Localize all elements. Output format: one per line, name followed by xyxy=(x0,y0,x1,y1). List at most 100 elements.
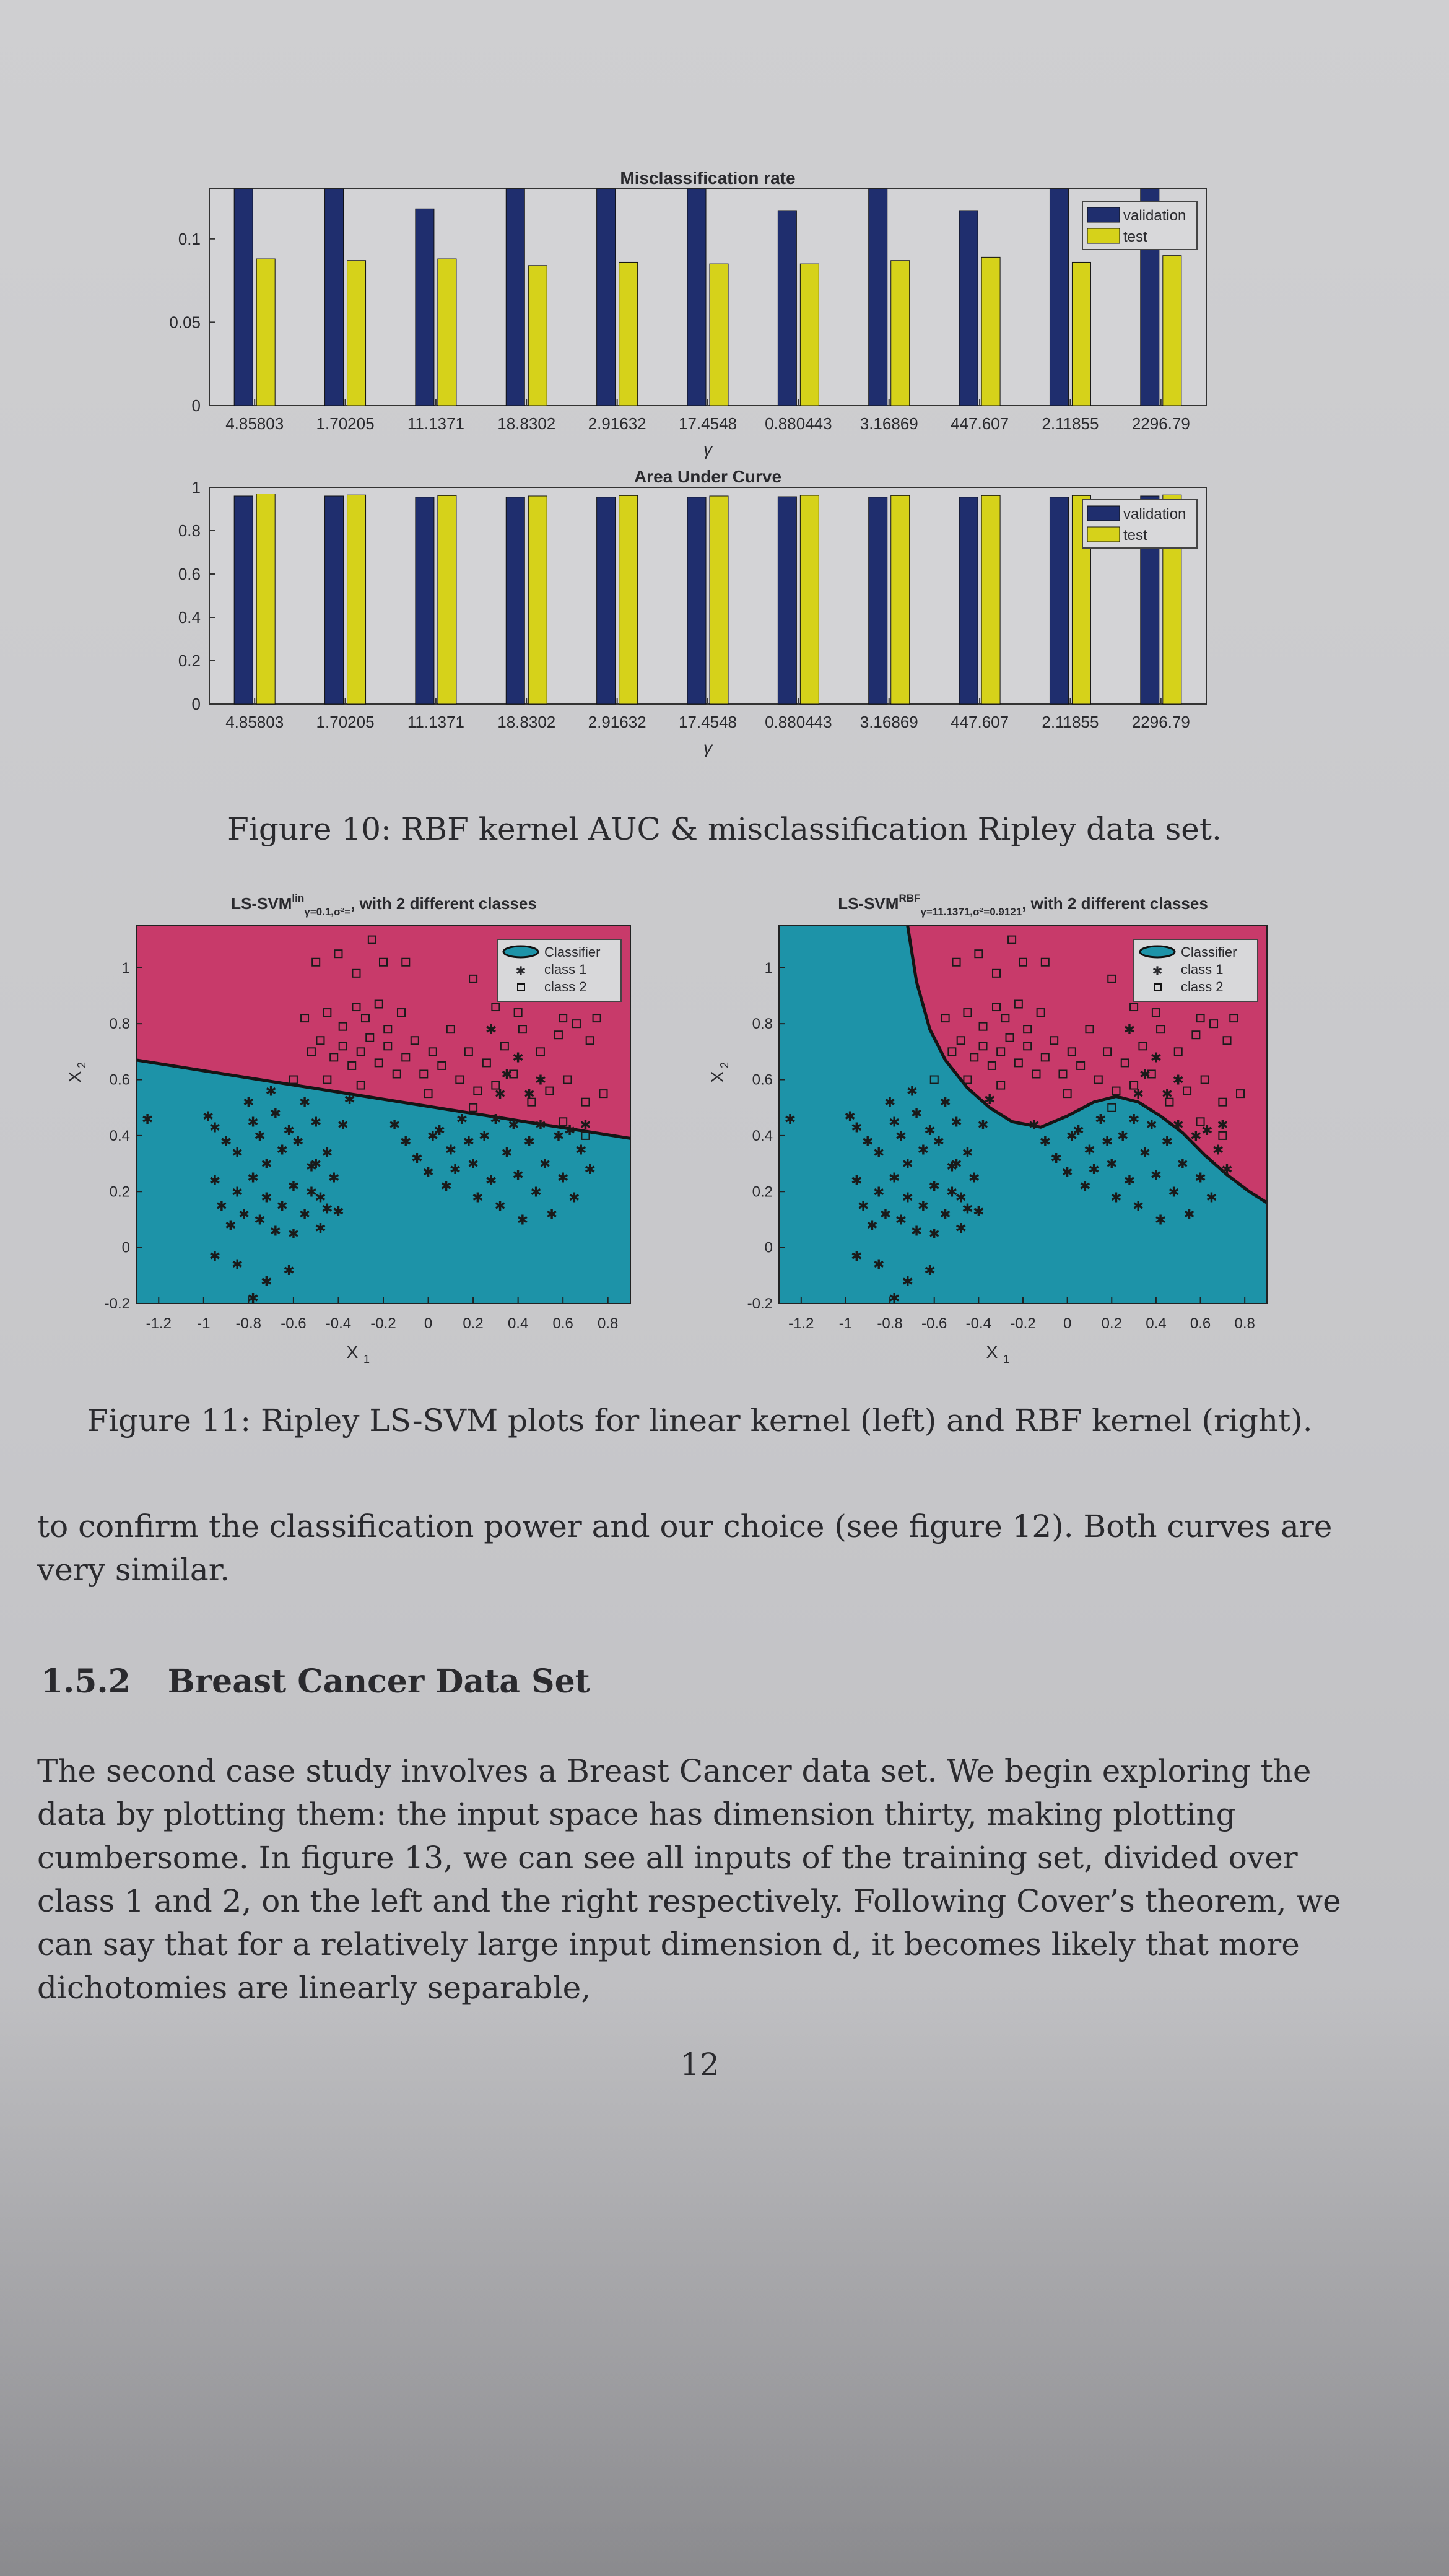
bar-validation xyxy=(324,495,344,705)
class-2-point xyxy=(1191,1030,1201,1040)
class-2-point xyxy=(491,1003,500,1012)
y-tick-label: 0 xyxy=(192,396,201,415)
class-2-point xyxy=(464,1047,473,1056)
legend-label-class-2: class 2 xyxy=(1181,979,1223,994)
linear-kernel-plot: LS-SVMlinγ=0.1,σ²=, with 2 different cla… xyxy=(65,892,631,1365)
class-1-point: ✱ xyxy=(422,1165,433,1180)
legend-classifier-swatch xyxy=(502,945,539,959)
class-1-point: ✱ xyxy=(946,1184,957,1199)
class-1-point: ✱ xyxy=(580,1117,591,1133)
class-1-point: ✱ xyxy=(485,1173,497,1188)
class-1-point: ✱ xyxy=(902,1274,913,1289)
class-1-point: ✱ xyxy=(895,1212,907,1227)
class-2-point xyxy=(1023,1025,1032,1034)
class-1-point: ✱ xyxy=(344,1092,355,1107)
legend-swatch-test xyxy=(1087,228,1120,244)
class-2-point xyxy=(1156,1025,1165,1034)
class-2-point xyxy=(1129,1081,1139,1090)
class-2-point xyxy=(401,1053,411,1062)
class-1-point: ✱ xyxy=(1029,1117,1040,1133)
class-1-point: ✱ xyxy=(277,1198,288,1214)
bar-validation xyxy=(687,497,707,705)
class-1-point: ✱ xyxy=(288,1178,299,1194)
class-1-point: ✱ xyxy=(889,1290,900,1306)
x-tick-label: 4.85803 xyxy=(225,414,284,433)
class-1-point: ✱ xyxy=(261,1274,272,1289)
class-2-point xyxy=(307,1047,316,1056)
x-tick-label: -0.6 xyxy=(281,1315,306,1332)
y-axis-label-sub: 2 xyxy=(718,1062,731,1068)
class-1-point: ✱ xyxy=(1106,1156,1117,1172)
class-1-point: ✱ xyxy=(1221,1162,1232,1177)
class-2-point xyxy=(1147,1069,1156,1079)
bar-test xyxy=(437,258,457,406)
class-2-point xyxy=(1040,957,1050,967)
x-tick-label: 0.8 xyxy=(598,1315,618,1332)
class-1-point: ✱ xyxy=(463,1134,474,1149)
class-2-point xyxy=(974,949,983,959)
bar-test xyxy=(256,258,276,406)
y-tick-label: 0.6 xyxy=(752,1072,773,1089)
class-1-point: ✱ xyxy=(1124,1022,1135,1037)
class-1-point: ✱ xyxy=(468,1156,479,1172)
x-tick-label: -0.8 xyxy=(877,1315,902,1332)
legend-swatch-validation xyxy=(1087,505,1120,521)
class-2-point xyxy=(347,1061,357,1070)
class-2-point xyxy=(410,1036,419,1045)
class-2-point xyxy=(952,957,961,967)
class-2-point xyxy=(970,1053,979,1062)
class-1-point: ✱ xyxy=(984,1092,995,1107)
class-2-point xyxy=(379,957,388,967)
y-axis-label-group: X2 xyxy=(708,1062,731,1082)
chart-title: Area Under Curve xyxy=(634,467,781,486)
legend-label-classifier: Classifier xyxy=(1181,944,1237,960)
class-1-point: ✱ xyxy=(785,1112,796,1127)
paragraph-breast-cancer: The second case study involves a Breast … xyxy=(37,1753,1341,2006)
x-tick-label: 1.70205 xyxy=(316,414,375,433)
class-1-point: ✱ xyxy=(485,1022,497,1037)
class-1-point: ✱ xyxy=(584,1162,595,1177)
class-1-point: ✱ xyxy=(445,1142,456,1157)
class-1-point: ✱ xyxy=(490,1112,501,1127)
class-2-point xyxy=(1107,974,1116,983)
class-2-point xyxy=(563,1075,572,1084)
legend-label-class-1: class 1 xyxy=(1181,962,1223,977)
class-2-point xyxy=(1196,1117,1205,1126)
class-2-point xyxy=(356,1081,365,1090)
class-2-point xyxy=(1120,1058,1129,1068)
x-tick-label: 17.4548 xyxy=(679,414,737,433)
class-1-point: ✱ xyxy=(1124,1173,1135,1188)
class-1-point: ✱ xyxy=(1183,1206,1194,1222)
class-1-point: ✱ xyxy=(902,1156,913,1172)
class-2-point xyxy=(572,1019,581,1029)
x-tick-label: 3.16869 xyxy=(860,414,918,433)
class-1-point: ✱ xyxy=(321,1145,333,1160)
class-2-point xyxy=(978,1042,988,1051)
class-1-point: ✱ xyxy=(851,1248,862,1264)
class-2-point xyxy=(1050,1036,1059,1045)
class-2-point xyxy=(1014,1058,1023,1068)
class-2-point xyxy=(360,1014,370,1023)
x-tick-label: -0.4 xyxy=(326,1315,351,1332)
x-tick-label: 447.607 xyxy=(951,414,1009,433)
x-tick-label: -0.6 xyxy=(921,1315,947,1332)
bar-test xyxy=(799,495,819,705)
class-2-point xyxy=(356,1047,365,1056)
legend-classifier-swatch xyxy=(1139,945,1176,959)
y-tick-label: 0.6 xyxy=(110,1072,130,1089)
class-2-point xyxy=(323,1008,332,1017)
class-1-point: ✱ xyxy=(209,1120,220,1135)
class-1-point: ✱ xyxy=(328,1170,339,1186)
x-tick-label: -0.2 xyxy=(370,1315,396,1332)
class-1-point: ✱ xyxy=(1117,1128,1128,1144)
class-2-point xyxy=(1209,1019,1219,1029)
legend-label-classifier: Classifier xyxy=(544,944,600,960)
class-1-point: ✱ xyxy=(1194,1170,1206,1186)
class-1-point: ✱ xyxy=(1155,1212,1166,1227)
class-1-point: ✱ xyxy=(1139,1145,1151,1160)
y-tick-label: -0.2 xyxy=(105,1295,130,1312)
section-number: 1.5.2 xyxy=(41,1663,131,1700)
class-1-point: ✱ xyxy=(501,1145,512,1160)
bar-test xyxy=(890,495,910,705)
class-2-point xyxy=(963,1008,972,1017)
